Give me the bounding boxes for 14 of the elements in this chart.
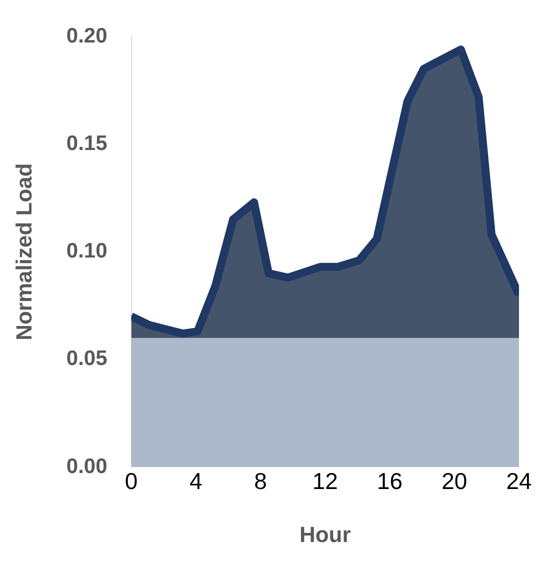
y-tick-label: 0.15: [66, 132, 108, 155]
x-axis-title: Hour: [299, 522, 352, 547]
x-tick-label: 12: [312, 468, 338, 494]
y-axis-title: Normalized Load: [11, 163, 36, 340]
x-tick-label: 16: [376, 468, 403, 494]
x-tick-label: 4: [189, 468, 202, 494]
y-tick-label: 0.10: [66, 240, 108, 263]
y-tick-label: 0.00: [66, 454, 108, 478]
y-tick-label: 0.05: [66, 347, 108, 370]
x-tick-label: 24: [506, 468, 532, 494]
y-tick-label: 0.20: [66, 24, 108, 48]
x-tick-label: 8: [254, 468, 267, 494]
x-tick-label: 20: [442, 468, 468, 494]
x-tick-label: 0: [124, 468, 138, 494]
